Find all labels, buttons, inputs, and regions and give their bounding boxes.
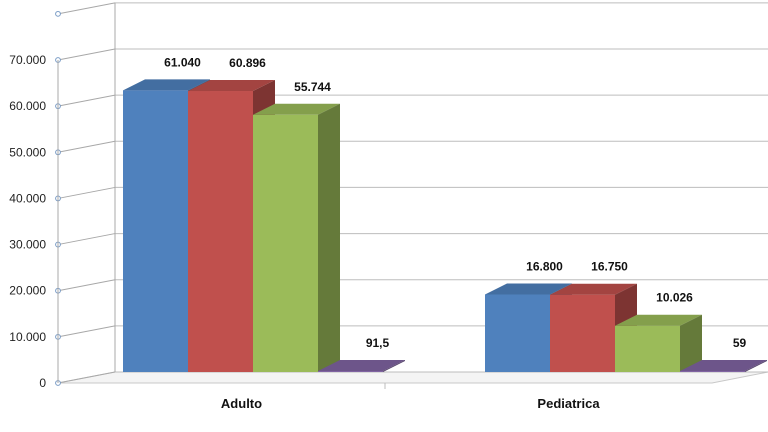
bar-side [383,360,405,372]
y-tick-label: 40.000 [9,191,46,205]
bar-top [550,283,637,295]
bar-top [485,283,572,295]
gridline-diagonal [57,2,116,15]
data-label: 55.744 [294,80,331,94]
data-label: 60.896 [229,56,266,70]
axis-tick-marker [55,10,61,17]
bars [123,79,767,373]
bar [123,90,188,373]
gridline-diagonal [57,325,116,338]
bar-top [615,314,702,326]
bar-side [318,103,340,373]
bar [485,294,550,372]
data-label: 16.750 [591,260,628,274]
bar [680,371,745,372]
bar [188,91,253,372]
bar [253,114,318,373]
gridline-diagonal [57,140,116,153]
bar [550,294,615,372]
bar-top [318,360,405,371]
data-label: 10.026 [656,291,693,305]
gridline-diagonal [57,279,116,292]
data-label: 61.040 [164,55,201,69]
floor-plane [57,371,768,384]
y-tick-label: 70.000 [9,53,46,67]
bar-side [745,360,767,372]
data-label: 16.800 [526,259,563,273]
bar [615,325,680,372]
y-tick-label: 50.000 [9,145,46,159]
data-label: 59 [733,336,747,350]
y-axis-ticks: 0 10.000 20.000 30.000 40.000 50.000 60.000 70.… [9,53,46,390]
gridline-diagonal [57,48,116,61]
bar-top [680,360,767,371]
bar-top [123,79,210,91]
gridline-diagonal [57,186,116,199]
category-label: Adulto [221,396,262,411]
bar-side [680,314,702,372]
y-tick-label: 20.000 [9,284,46,298]
bar-top [253,103,340,115]
y-tick-label: 0 [39,376,46,390]
y-tick-label: 10.000 [9,330,46,344]
bar [318,371,383,372]
gridline-diagonal [57,371,116,384]
gridline-diagonal [57,94,116,107]
category-label: Pediatrica [537,396,600,411]
gridline-diagonal [57,233,116,246]
y-tick-label: 30.000 [9,238,46,252]
chart-floor [57,371,768,384]
bar-top [188,80,275,92]
data-labels: 61.040 60.896 55.744 91,5 16.800 16.750 10.026… [164,55,746,350]
y-tick-label: 60.000 [9,99,46,113]
data-label: 91,5 [366,336,390,350]
category-labels: Adulto Pediatrica [221,396,600,411]
